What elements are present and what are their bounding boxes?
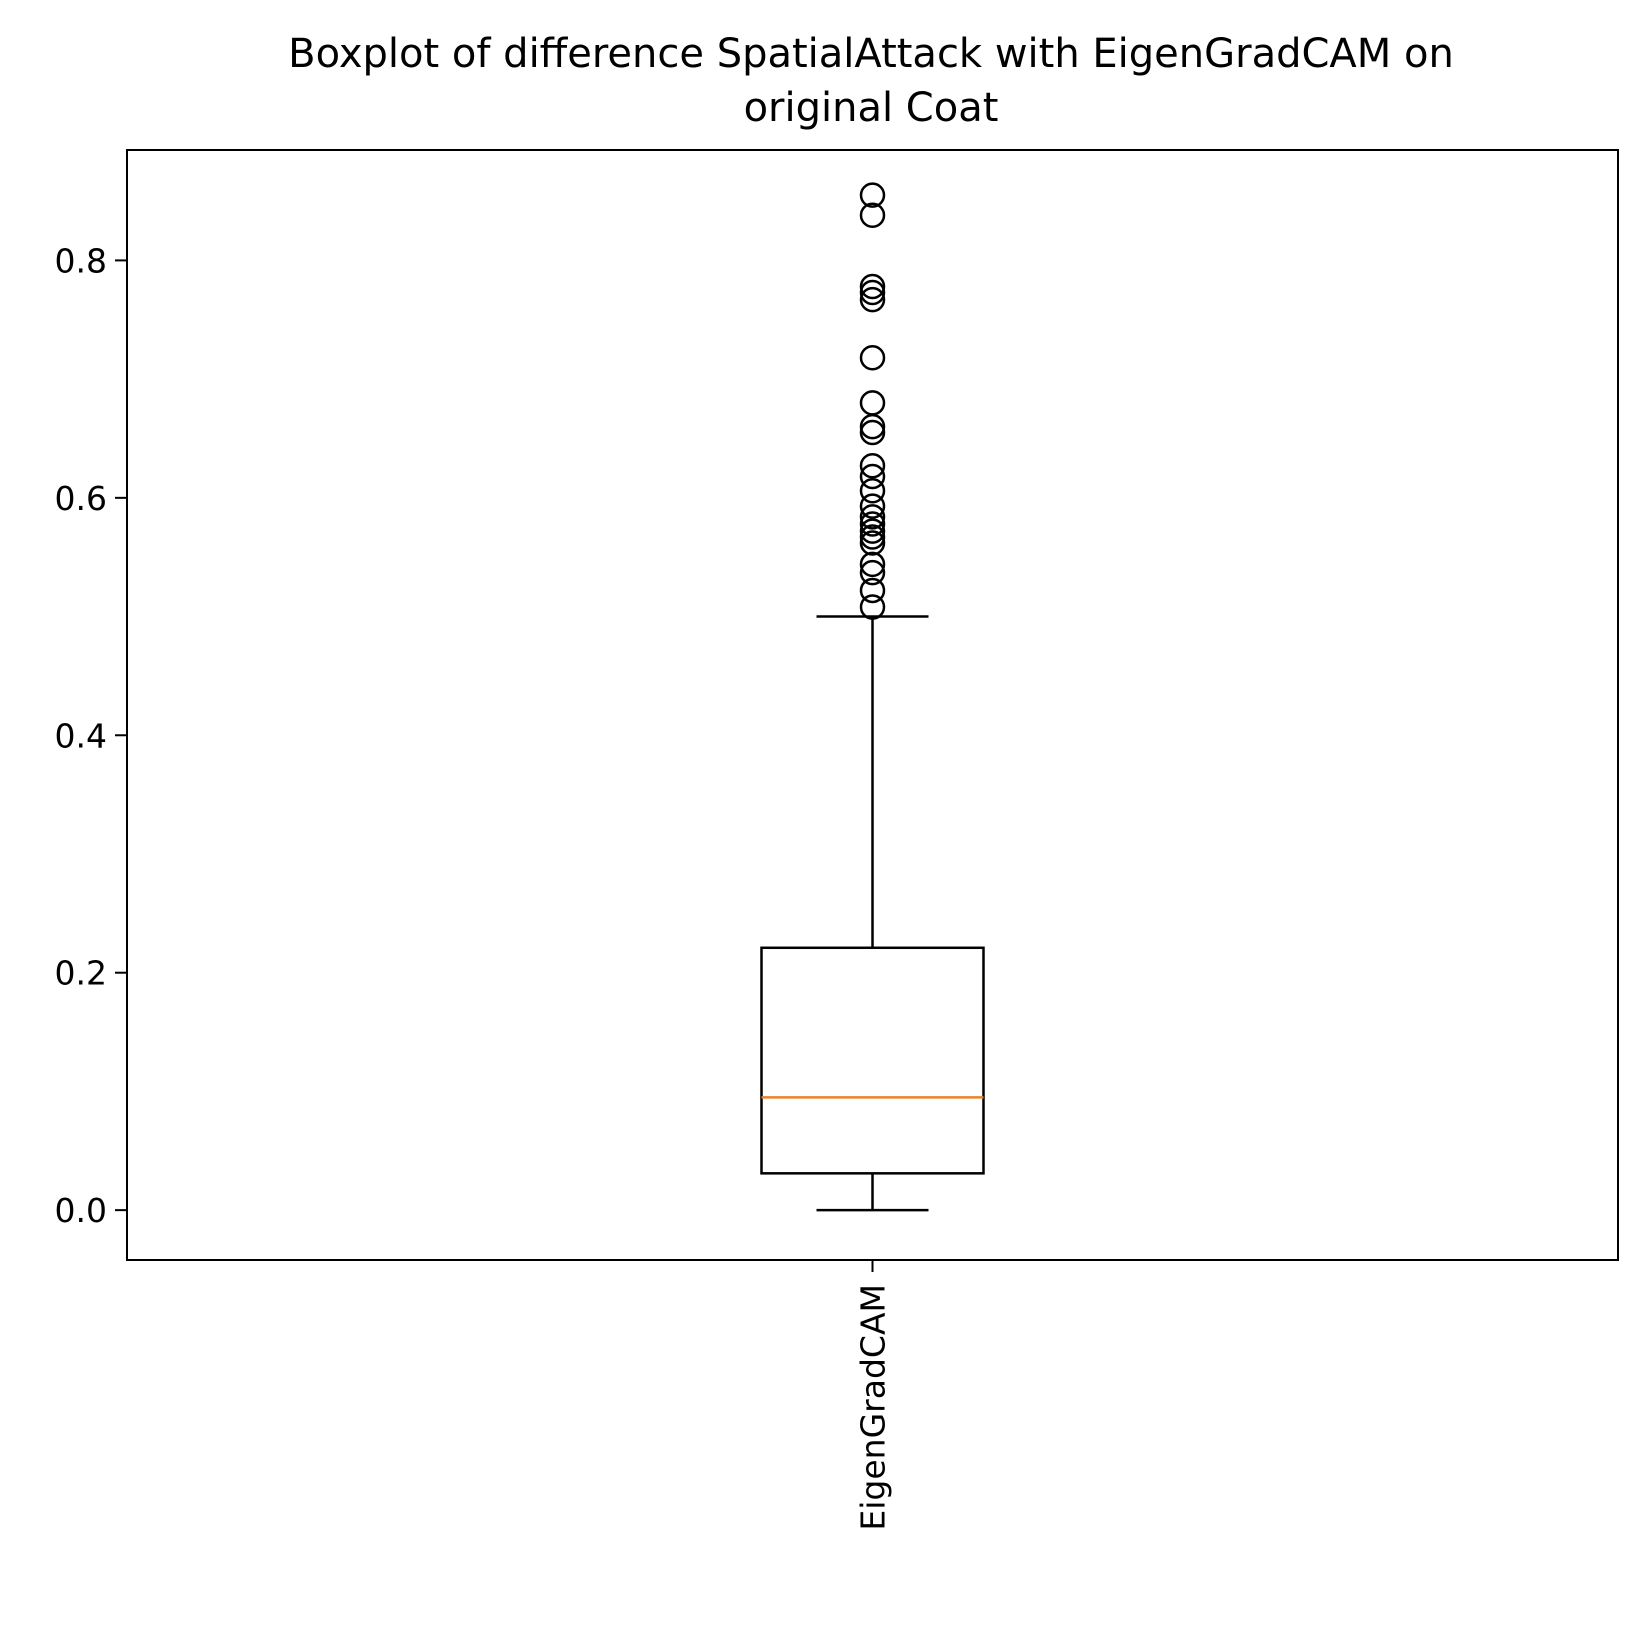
y-tick-label: 0.0: [55, 1191, 107, 1230]
outlier-point: [859, 504, 886, 530]
box-iqr: [760, 946, 985, 1175]
outlier-point: [859, 279, 886, 306]
outlier-point: [859, 518, 886, 544]
chart-title-line-2: original Coat: [744, 85, 999, 131]
plot-area-marks: [760, 182, 985, 1212]
x-axis-ticks: EigenGradCAM: [854, 1260, 893, 1531]
outlier-point: [859, 286, 886, 313]
y-tick-label: 0.4: [55, 716, 107, 755]
box-group: [760, 182, 985, 1212]
outlier-point: [859, 463, 886, 490]
outlier-point: [859, 493, 886, 519]
outlier-point: [859, 202, 886, 229]
outlier-point: [859, 577, 886, 604]
outlier-point: [859, 511, 886, 537]
outlier-point: [859, 477, 886, 504]
y-tick-label: 0.2: [55, 954, 107, 993]
x-tick-label: EigenGradCAM: [854, 1284, 893, 1531]
outlier-point: [859, 559, 886, 586]
y-tick-label: 0.6: [55, 479, 107, 518]
y-tick-label: 0.8: [55, 241, 107, 280]
outlier-point: [859, 182, 886, 208]
outlier-point: [859, 345, 886, 371]
axes-frame: [126, 149, 1619, 1261]
outlier-point: [859, 419, 886, 446]
outlier-point: [859, 273, 886, 300]
chart-title-line-1: Boxplot of difference SpatialAttack with…: [288, 31, 1454, 77]
outlier-point: [859, 530, 886, 556]
y-axis-ticks: 0.0 0.2 0.4 0.6 0.8: [55, 241, 127, 1230]
outlier-point: [859, 524, 886, 550]
outlier-point: [859, 390, 886, 416]
outlier-point: [859, 594, 886, 620]
outlier-point: [859, 453, 886, 479]
outlier-point: [859, 551, 886, 578]
